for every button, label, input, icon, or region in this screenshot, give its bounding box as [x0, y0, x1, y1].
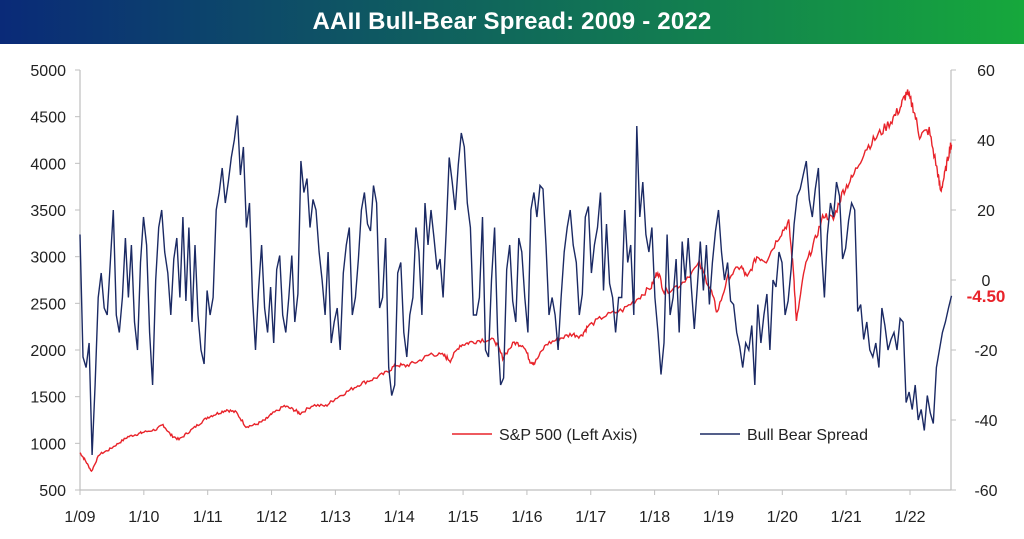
left-tick-label: 1500: [30, 390, 66, 407]
right-tick-label: 0: [982, 273, 991, 290]
right-tick-label: -40: [974, 413, 997, 430]
legend-spread-label: Bull Bear Spread: [747, 427, 868, 444]
left-tick-label: 2500: [30, 296, 66, 313]
x-tick-label: 1/14: [384, 509, 415, 526]
left-tick-label: 4000: [30, 156, 66, 173]
x-tick-label: 1/22: [894, 509, 925, 526]
x-tick-label: 1/13: [320, 509, 351, 526]
legend-sp500-label: S&P 500 (Left Axis): [499, 427, 637, 444]
x-tick-label: 1/20: [767, 509, 798, 526]
left-tick-label: 2000: [30, 343, 66, 360]
left-tick-label: 5000: [30, 63, 66, 80]
left-tick-label: 4500: [30, 110, 66, 127]
bull-bear-spread-line: [79, 115, 953, 456]
x-tick-label: 1/12: [256, 509, 287, 526]
last-value-callout: -4.50: [967, 287, 1006, 306]
right-tick-label: 20: [977, 203, 995, 220]
x-tick-label: 1/21: [831, 509, 862, 526]
x-tick-label: 1/19: [703, 509, 734, 526]
right-tick-label: -20: [974, 343, 997, 360]
x-tick-label: 1/18: [639, 509, 670, 526]
left-tick-label: 500: [39, 483, 66, 500]
right-tick-label: -60: [974, 483, 997, 500]
left-tick-label: 1000: [30, 436, 66, 453]
right-tick-label: 40: [977, 133, 995, 150]
x-tick-label: 1/10: [128, 509, 159, 526]
chart-title: AAII Bull-Bear Spread: 2009 - 2022: [0, 0, 1024, 44]
x-tick-label: 1/17: [575, 509, 606, 526]
x-tick-label: 1/11: [193, 509, 223, 526]
left-tick-label: 3000: [30, 250, 66, 267]
x-tick-label: 1/16: [511, 509, 542, 526]
left-tick-label: 3500: [30, 203, 66, 220]
sp500-line: [79, 89, 953, 473]
x-tick-label: 1/09: [64, 509, 95, 526]
x-tick-label: 1/15: [448, 509, 479, 526]
right-tick-label: 60: [977, 63, 995, 80]
